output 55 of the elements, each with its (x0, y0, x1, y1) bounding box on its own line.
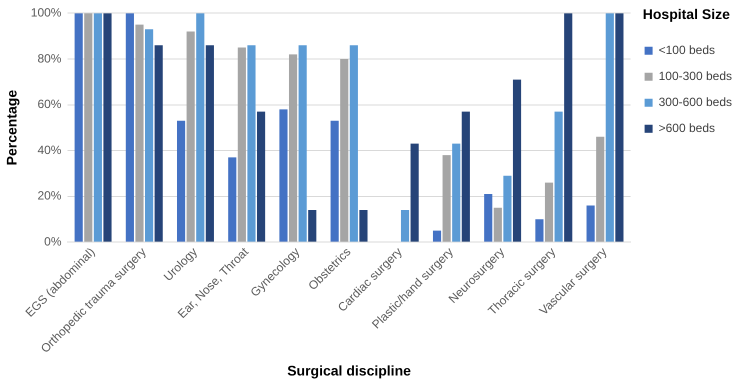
bar (94, 13, 102, 242)
legend-title: Hospital Size (642, 6, 730, 22)
bar (238, 48, 246, 242)
bar (196, 13, 204, 242)
bar (298, 45, 307, 242)
bar (615, 13, 624, 242)
bar (279, 109, 288, 242)
bar (256, 112, 266, 242)
bar (452, 144, 460, 242)
bar (135, 24, 144, 242)
bar (503, 176, 512, 242)
bar (564, 13, 572, 242)
bar (145, 29, 154, 242)
bar (176, 120, 186, 242)
bar (512, 80, 522, 242)
x-axis-title: Surgical discipline (287, 362, 412, 378)
y-tick-label: 80% (37, 51, 62, 66)
bar (308, 210, 316, 242)
bar (586, 205, 595, 242)
legend-label: <100 beds (658, 43, 715, 58)
bar (186, 32, 195, 242)
bar (400, 210, 410, 242)
bar (494, 208, 502, 242)
bar (350, 45, 358, 242)
y-axis-title: Percentage (3, 90, 20, 166)
bar (432, 230, 442, 242)
y-tick-label: 0% (44, 234, 62, 248)
y-tick-label: 20% (37, 188, 62, 203)
bar (74, 13, 83, 242)
bar (554, 112, 563, 242)
bar (596, 136, 604, 242)
bar (84, 13, 92, 242)
bar (442, 155, 451, 242)
bar (544, 182, 554, 242)
bar (410, 144, 419, 242)
legend-label: 300-600 beds (658, 95, 732, 110)
bar (206, 45, 214, 242)
bar (606, 13, 614, 242)
bar (462, 112, 470, 242)
bar (535, 219, 544, 242)
bar (247, 45, 256, 242)
y-tick-label: 60% (37, 97, 62, 112)
legend-label: >600 beds (658, 121, 715, 136)
y-tick-label: 100% (30, 6, 62, 20)
bar (228, 157, 236, 242)
bar (288, 54, 298, 242)
legend-label: 100-300 beds (658, 69, 732, 84)
bar (103, 13, 112, 242)
bar (340, 58, 348, 242)
bar (154, 45, 163, 242)
bar (330, 120, 339, 242)
y-tick-label: 40% (37, 142, 62, 157)
bar (126, 13, 134, 242)
bar (359, 210, 368, 242)
bar (484, 194, 492, 242)
